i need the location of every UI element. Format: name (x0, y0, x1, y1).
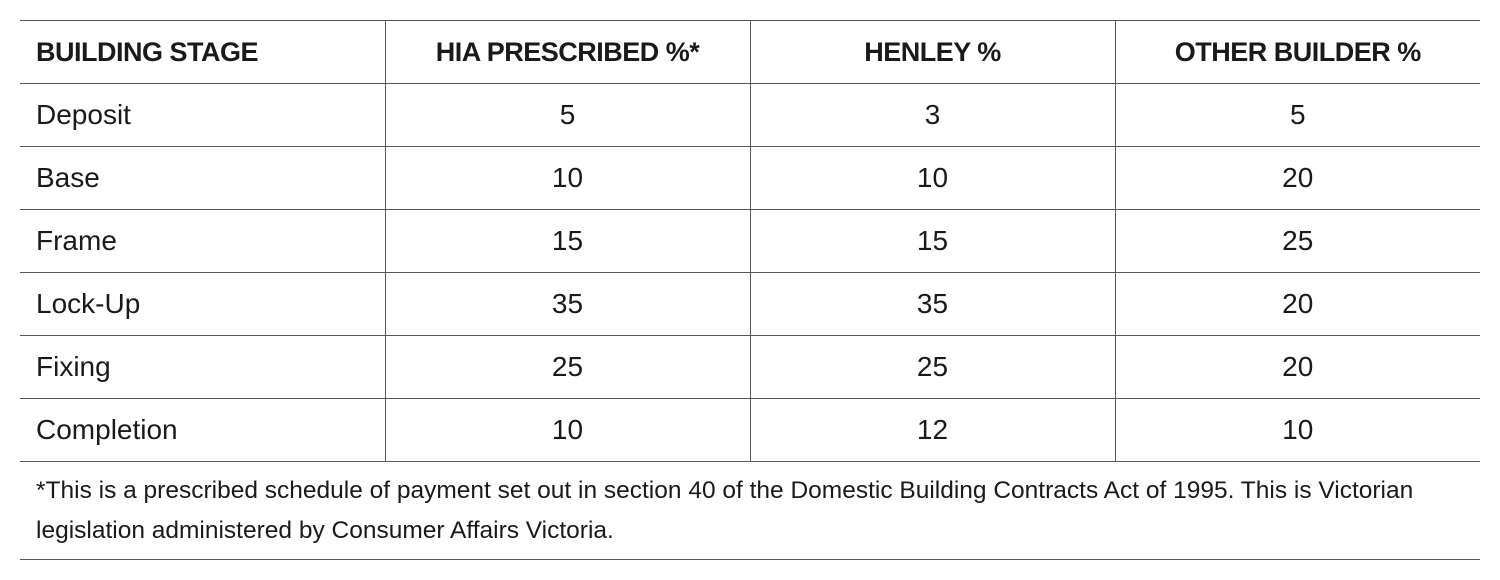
footnote: *This is a prescribed schedule of paymen… (20, 462, 1480, 560)
header-hia-prescribed: HIA PRESCRIBED %* (384, 20, 750, 84)
stage-cell: Frame (20, 209, 385, 273)
table-row: Lock-Up 35 35 20 (20, 272, 1480, 336)
other-builder-cell: 5 (1114, 83, 1480, 147)
other-builder-cell: 10 (1114, 398, 1480, 462)
payment-schedule-container: BUILDING STAGE HIA PRESCRIBED %* HENLEY … (20, 20, 1480, 560)
table-row: Deposit 5 3 5 (20, 83, 1480, 147)
table-row: Fixing 25 25 20 (20, 335, 1480, 399)
header-other-builder: OTHER BUILDER % (1114, 20, 1480, 84)
hia-cell: 10 (384, 398, 750, 462)
payment-schedule-table: BUILDING STAGE HIA PRESCRIBED %* HENLEY … (20, 20, 1480, 462)
hia-cell: 15 (384, 209, 750, 273)
other-builder-cell: 20 (1114, 272, 1480, 336)
henley-cell: 3 (749, 83, 1115, 147)
other-builder-cell: 20 (1114, 146, 1480, 210)
table-header-row: BUILDING STAGE HIA PRESCRIBED %* HENLEY … (20, 20, 1480, 84)
henley-cell: 15 (749, 209, 1115, 273)
henley-cell: 12 (749, 398, 1115, 462)
header-henley: HENLEY % (749, 20, 1115, 84)
table-row: Completion 10 12 10 (20, 398, 1480, 462)
hia-cell: 10 (384, 146, 750, 210)
stage-cell: Lock-Up (20, 272, 385, 336)
stage-cell: Completion (20, 398, 385, 462)
hia-cell: 25 (384, 335, 750, 399)
hia-cell: 5 (384, 83, 750, 147)
henley-cell: 10 (749, 146, 1115, 210)
other-builder-cell: 25 (1114, 209, 1480, 273)
stage-cell: Deposit (20, 83, 385, 147)
table-row: Base 10 10 20 (20, 146, 1480, 210)
henley-cell: 35 (749, 272, 1115, 336)
stage-cell: Fixing (20, 335, 385, 399)
hia-cell: 35 (384, 272, 750, 336)
table-row: Frame 15 15 25 (20, 209, 1480, 273)
stage-cell: Base (20, 146, 385, 210)
header-building-stage: BUILDING STAGE (20, 20, 385, 84)
other-builder-cell: 20 (1114, 335, 1480, 399)
henley-cell: 25 (749, 335, 1115, 399)
